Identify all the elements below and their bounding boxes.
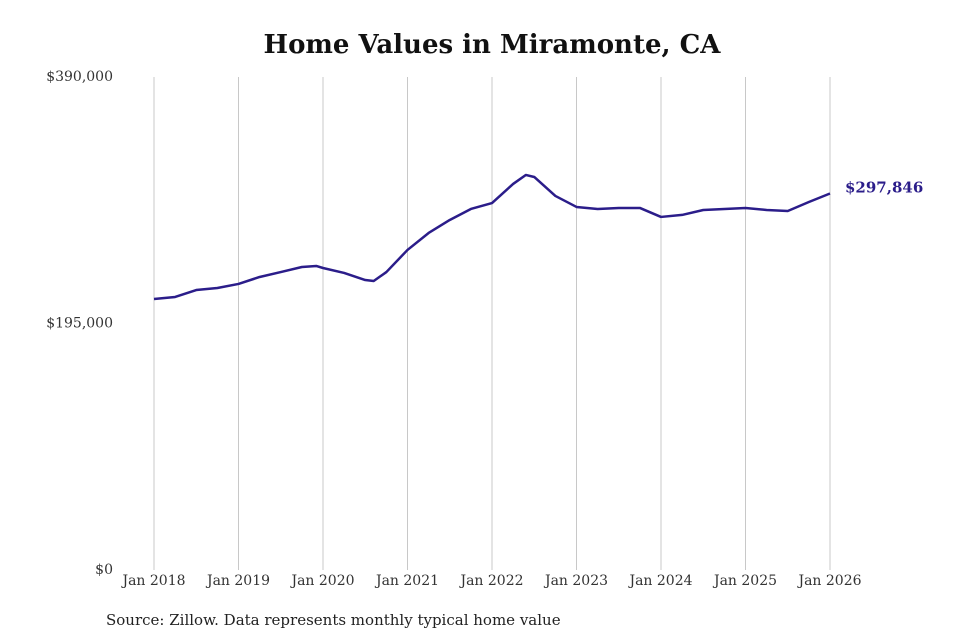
x-tick-label: Jan 2023: [543, 573, 608, 589]
x-tick-label: Jan 2020: [289, 573, 354, 589]
y-tick-label: $195,000: [46, 316, 113, 332]
x-tick-label: Jan 2021: [374, 573, 439, 589]
x-tick-label: Jan 2022: [458, 573, 523, 589]
y-tick-label: $390,000: [46, 69, 113, 85]
x-tick-label: Jan 2026: [796, 573, 861, 589]
value-label: $297,846: [845, 178, 923, 196]
source-note: Source: Zillow. Data represents monthly …: [106, 611, 561, 629]
line: [153, 173, 831, 301]
x-tick-label: Jan 2025: [712, 573, 777, 589]
chart-title: Home Values in Miramonte, CA: [264, 30, 722, 60]
y-tick-label: $0: [95, 562, 113, 578]
x-tick-label: Jan 2024: [627, 573, 692, 589]
x-tick-label: Jan 2018: [120, 573, 185, 589]
x-tick-label: Jan 2019: [205, 573, 270, 589]
